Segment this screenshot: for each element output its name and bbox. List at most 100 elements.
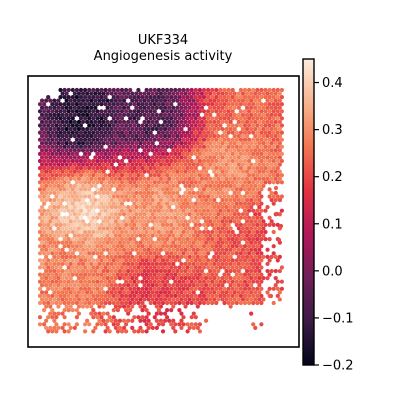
tissue-spot: [154, 98, 159, 103]
tissue-spot: [107, 329, 112, 334]
tissue-spot: [234, 123, 239, 128]
tissue-spot: [70, 244, 75, 249]
tissue-spot: [193, 322, 198, 327]
tissue-spot: [234, 130, 239, 135]
tissue-spot: [195, 205, 200, 210]
tissue-spot: [191, 119, 196, 125]
tissue-spot: [113, 119, 118, 125]
tissue-spot: [226, 173, 231, 178]
tissue-spot: [199, 119, 205, 125]
tissue-spot: [165, 187, 170, 192]
tissue-spot: [253, 176, 258, 181]
tissue-spot: [70, 130, 75, 135]
tissue-spot: [244, 141, 250, 146]
tissue-spot: [218, 279, 223, 284]
tissue-spot: [165, 151, 170, 156]
tissue-spot: [85, 205, 90, 210]
tissue-spot: [68, 155, 73, 160]
tissue-spot: [236, 247, 241, 252]
tissue-spot: [185, 229, 190, 235]
tissue-spot: [126, 283, 131, 288]
tissue-spot: [228, 276, 233, 281]
tissue-spot: [269, 126, 274, 132]
tissue-spot: [132, 109, 137, 114]
tissue-spot: [111, 308, 116, 313]
tissue-spot: [76, 176, 82, 181]
tissue-spot: [175, 112, 180, 117]
tissue-spot: [146, 105, 151, 110]
tissue-spot: [115, 215, 120, 220]
tissue-spot: [169, 137, 174, 142]
tissue-spot: [279, 102, 284, 107]
tissue-spot: [134, 126, 139, 132]
tissue-spot: [183, 105, 188, 110]
tissue-spot: [42, 244, 47, 249]
tissue-spot: [193, 95, 198, 100]
tissue-spot: [271, 158, 276, 164]
tissue-spot: [214, 286, 219, 291]
tissue-spot: [175, 290, 180, 295]
tissue-spot: [111, 173, 116, 178]
tissue-spot: [130, 304, 135, 309]
tissue-spot: [101, 197, 106, 203]
tissue-spot: [74, 151, 79, 156]
tissue-spot: [206, 208, 211, 213]
tissue-spot: [195, 98, 200, 103]
tissue-spot: [50, 251, 55, 256]
tissue-spot: [148, 300, 153, 306]
tissue-spot: [39, 141, 45, 146]
tissue-spot: [144, 315, 149, 320]
tissue-spot: [273, 141, 278, 146]
tissue-spot: [150, 91, 155, 96]
tissue-spot: [72, 105, 77, 110]
tissue-spot: [255, 158, 260, 164]
tissue-spot: [56, 126, 61, 132]
tissue-spot: [56, 247, 61, 252]
tissue-spot: [156, 151, 161, 156]
tissue-spot: [203, 247, 209, 252]
tissue-spot: [257, 212, 262, 217]
tissue-spot: [167, 297, 172, 302]
tissue-spot: [169, 87, 174, 93]
tissue-spot: [140, 130, 145, 135]
tissue-spot: [146, 311, 151, 316]
tissue-spot: [197, 137, 202, 142]
tissue-spot: [44, 141, 49, 146]
tissue-spot: [195, 91, 200, 96]
tissue-spot: [181, 109, 186, 114]
tissue-spot: [247, 201, 252, 206]
tissue-spot: [203, 162, 209, 167]
tissue-spot: [64, 219, 69, 224]
tissue-spot: [107, 215, 112, 220]
tissue-spot: [60, 226, 65, 231]
tissue-spot: [138, 226, 143, 231]
tissue-spot: [99, 279, 104, 284]
tissue-spot: [171, 297, 176, 302]
tissue-spot: [210, 130, 215, 135]
tissue-spot: [48, 98, 53, 103]
tissue-spot: [228, 219, 233, 224]
tissue-spot: [37, 166, 43, 171]
tissue-spot: [109, 112, 114, 117]
tissue-spot: [97, 311, 102, 316]
tissue-spot: [218, 116, 223, 121]
tissue-spot: [56, 190, 61, 196]
tissue-spot: [201, 166, 207, 171]
tissue-spot: [228, 119, 233, 125]
tissue-spot: [103, 173, 108, 178]
tissue-spot: [187, 126, 192, 132]
tissue-spot: [101, 126, 106, 132]
tissue-spot: [109, 162, 114, 167]
tissue-spot: [175, 141, 180, 146]
tissue-spot: [66, 222, 71, 227]
tissue-spot: [167, 105, 172, 110]
tissue-spot: [160, 237, 166, 242]
tissue-spot: [66, 329, 71, 334]
tissue-spot: [267, 180, 272, 185]
tissue-spot: [230, 187, 235, 192]
tissue-spot: [242, 208, 248, 213]
tissue-spot: [52, 247, 57, 252]
tissue-spot: [249, 226, 254, 231]
tissue-spot: [193, 293, 198, 298]
tissue-spot: [175, 240, 180, 245]
